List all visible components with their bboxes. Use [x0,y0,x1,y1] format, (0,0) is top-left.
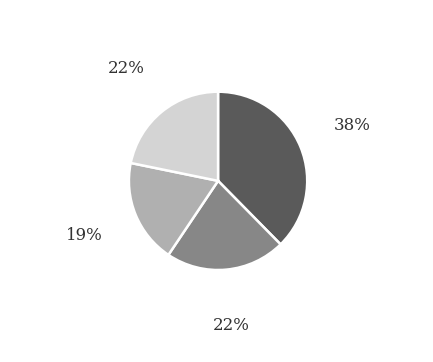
Text: 22%: 22% [108,60,145,77]
Text: 38%: 38% [334,117,371,134]
Wedge shape [129,163,218,255]
Wedge shape [218,92,307,244]
Wedge shape [168,181,281,270]
Text: 19%: 19% [65,227,102,244]
Text: 22%: 22% [213,317,250,334]
Wedge shape [131,92,218,181]
